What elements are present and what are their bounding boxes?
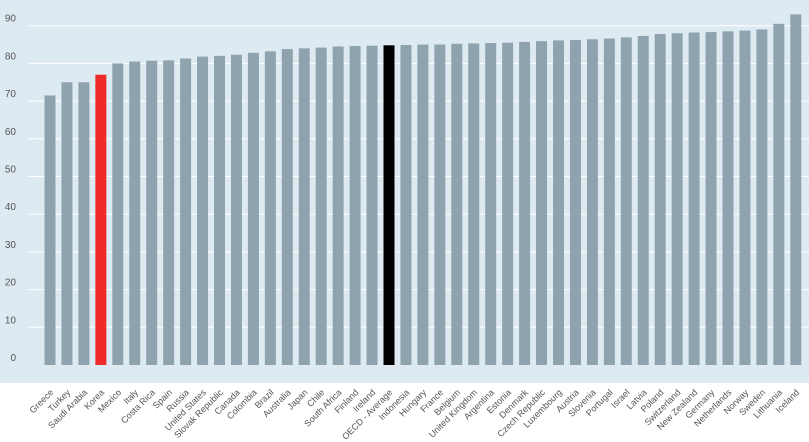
y-tick-label-0: 0: [10, 353, 16, 364]
bar-argentina: [485, 43, 497, 365]
bar-latvia: [637, 35, 649, 365]
bar-denmark: [519, 41, 531, 365]
bar-brazil: [264, 51, 276, 366]
bar-saudi-arabia: [78, 82, 90, 365]
y-tick-label-30: 30: [5, 240, 17, 251]
bar-estonia: [502, 42, 514, 365]
y-tick-label-10: 10: [5, 315, 17, 326]
bar-poland: [654, 33, 666, 366]
bar-norway: [739, 30, 751, 365]
y-tick-label-60: 60: [5, 127, 17, 138]
bar-greece: [44, 95, 56, 365]
bar-czech-republic: [536, 41, 548, 365]
bar-iceland: [790, 14, 802, 365]
bars: [44, 14, 802, 366]
bar-turkey: [61, 82, 73, 365]
y-tick-label-40: 40: [5, 202, 17, 213]
bar-israel: [620, 37, 632, 365]
bar-switzerland: [671, 33, 683, 366]
bar-luxembourg: [553, 40, 564, 366]
bar-united-kingdom: [468, 43, 480, 366]
bar-slovenia: [586, 39, 598, 366]
bar-colombia: [247, 52, 259, 366]
y-tick-label-70: 70: [5, 89, 17, 100]
bar-costa-rica: [146, 60, 158, 365]
bar-italy: [129, 61, 141, 365]
bar-spain: [163, 60, 175, 365]
bar-australia: [281, 49, 293, 365]
bar-slovak-republic: [214, 55, 225, 366]
bar-belgium: [451, 43, 463, 366]
bar-chile: [315, 47, 327, 365]
bar-portugal: [603, 38, 615, 366]
y-tick-label-20: 20: [5, 278, 17, 289]
bar-france: [434, 44, 446, 366]
bar-canada: [230, 54, 242, 365]
bar-finland: [349, 46, 361, 366]
bar-korea: [95, 74, 107, 366]
bar-south-africa: [332, 46, 344, 365]
y-tick-label-50: 50: [5, 165, 17, 176]
bar-germany: [705, 32, 717, 366]
y-tick-label-90: 90: [5, 14, 17, 25]
bar-hungary: [417, 44, 429, 366]
y-axis-ticks: 0 10 20 30 40 50 60 70 80 90: [5, 14, 17, 364]
bar-austria: [569, 40, 581, 365]
bar-japan: [298, 48, 310, 365]
bar-russia: [180, 58, 192, 365]
bar-netherlands: [722, 31, 734, 365]
y-tick-label-80: 80: [5, 51, 17, 62]
bar-indonesia: [400, 44, 412, 366]
bar-oecd-average: [383, 45, 395, 366]
bar-sweden: [756, 29, 768, 365]
bar-mexico: [112, 63, 124, 366]
bar-lithuania: [773, 23, 785, 366]
bar-new-zealand: [688, 32, 700, 366]
bar-united-states: [197, 56, 209, 366]
bar-ireland: [366, 45, 378, 366]
